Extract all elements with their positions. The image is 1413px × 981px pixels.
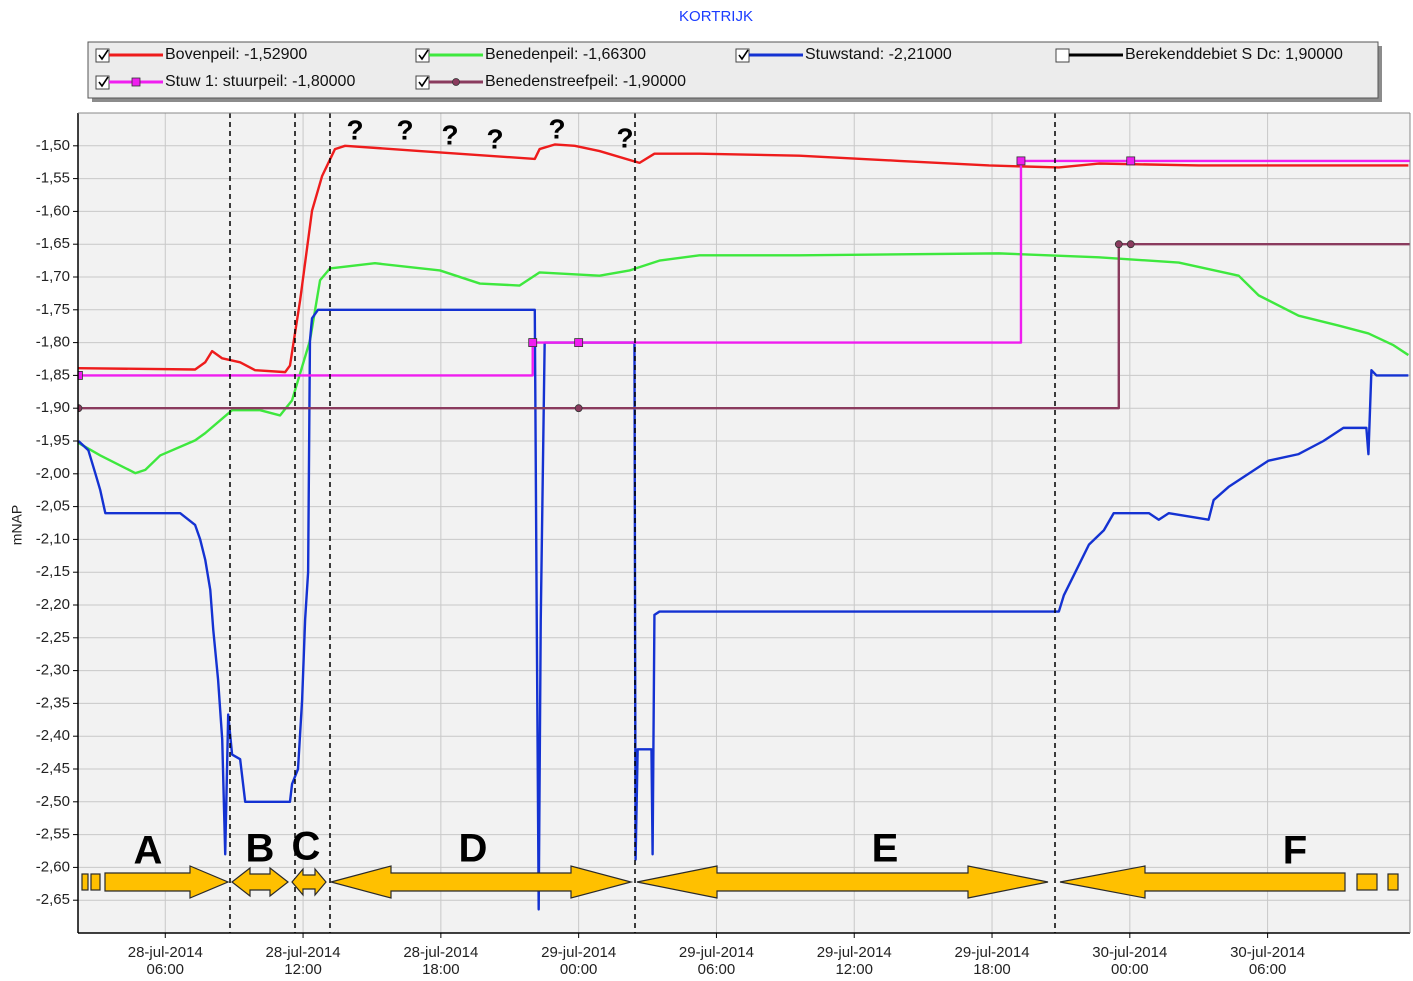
marker xyxy=(528,338,538,348)
y-tick-label: -1,90 xyxy=(36,399,70,416)
phase-label: C xyxy=(292,825,321,869)
x-tick-label: 30-jul-2014 06:00 xyxy=(1230,944,1306,978)
y-tick-label: -1,55 xyxy=(36,170,70,187)
legend-check xyxy=(98,76,109,88)
phase-separators xyxy=(229,113,1056,933)
annotation: ? xyxy=(396,114,413,145)
y-tick-label: -1,70 xyxy=(36,268,70,285)
arrow-block xyxy=(1356,873,1378,891)
y-tick-label: -1,80 xyxy=(36,334,70,351)
annotation: ? xyxy=(548,113,565,144)
y-tick-label: -1,85 xyxy=(36,366,70,383)
series-line xyxy=(78,159,1410,377)
series-line xyxy=(78,243,1410,410)
series-line xyxy=(78,143,1409,374)
phase-arrows xyxy=(81,865,1399,899)
y-tick-label: -2,35 xyxy=(36,694,70,711)
y-tick-label: -2,25 xyxy=(36,629,70,646)
chart-title: KORTRIJK xyxy=(679,8,753,25)
legend-label: Stuwstand: -2,21000 xyxy=(805,46,952,63)
legend: Bovenpeil: -1,52900 Benedenpeil: -1,66300… xyxy=(95,46,1343,90)
marker xyxy=(1126,156,1136,166)
series-line xyxy=(78,252,1410,475)
x-tick-label: 28-jul-2014 12:00 xyxy=(265,944,341,978)
annotation: ? xyxy=(616,122,633,153)
arrow xyxy=(636,865,1049,899)
y-tick-label: -2,10 xyxy=(36,530,70,547)
marker xyxy=(452,78,460,86)
phase-label: D xyxy=(459,827,488,871)
y-tick-label: -2,30 xyxy=(36,662,70,679)
y-tick-label: -2,40 xyxy=(36,727,70,744)
y-tick-label: -2,00 xyxy=(36,465,70,482)
phase-label: A xyxy=(134,829,163,873)
legend-check xyxy=(738,49,749,61)
legend-check xyxy=(98,49,109,61)
legend-label: Berekenddebiet S Dc: 1,90000 xyxy=(1125,46,1343,63)
y-tick-label: -2,50 xyxy=(36,793,70,810)
arrow xyxy=(328,865,634,899)
legend-label: Benedenstreefpeil: -1,90000 xyxy=(485,73,686,90)
x-tick-label: 30-jul-2014 00:00 xyxy=(1092,944,1168,978)
y-tick-label: -2,15 xyxy=(36,563,70,580)
marker xyxy=(131,77,141,87)
x-tick-label: 29-jul-2014 12:00 xyxy=(816,944,892,978)
y-tick-label: -1,75 xyxy=(36,301,70,318)
x-tick-label: 28-jul-2014 06:00 xyxy=(127,944,203,978)
arrow xyxy=(104,865,230,899)
y-tick-label: -2,65 xyxy=(36,891,70,908)
y-tick-label: -2,20 xyxy=(36,596,70,613)
legend-checkbox[interactable] xyxy=(1055,48,1070,63)
y-tick-label: -2,05 xyxy=(36,498,70,515)
y-tick-label: -2,60 xyxy=(36,858,70,875)
y-tick-label: -1,95 xyxy=(36,432,70,449)
marker xyxy=(1114,240,1123,249)
y-tick-label: -1,50 xyxy=(36,137,70,154)
phase-label: F xyxy=(1283,829,1307,873)
legend-check xyxy=(418,76,429,88)
arrow-block xyxy=(90,873,101,891)
marker xyxy=(574,338,584,348)
annotation: ? xyxy=(346,114,363,145)
legend-label: Stuw 1: stuurpeil: -1,80000 xyxy=(165,73,355,90)
y-tick-label: -1,60 xyxy=(36,202,70,219)
legend-box xyxy=(87,41,1379,99)
marker xyxy=(1126,240,1135,249)
arrow xyxy=(291,867,327,897)
y-axis-label: mNAP xyxy=(9,505,25,545)
phase-label: E xyxy=(872,827,899,871)
legend-check xyxy=(418,49,429,61)
plot-area xyxy=(78,113,1410,933)
annotation: ? xyxy=(441,119,458,150)
x-tick-label: 28-jul-2014 18:00 xyxy=(403,944,479,978)
arrow-block xyxy=(1387,873,1399,891)
x-tick-label: 29-jul-2014 18:00 xyxy=(954,944,1030,978)
legend-label: Benedenpeil: -1,66300 xyxy=(485,46,646,63)
grid xyxy=(78,113,1410,933)
arrow xyxy=(1059,865,1346,899)
legend-label: Bovenpeil: -1,52900 xyxy=(165,46,307,63)
marker xyxy=(574,404,583,413)
y-tick-label: -2,45 xyxy=(36,760,70,777)
x-tick-label: 29-jul-2014 06:00 xyxy=(678,944,754,978)
annotation: ? xyxy=(486,123,503,154)
marker xyxy=(1016,156,1026,166)
y-tick-label: -2,55 xyxy=(36,826,70,843)
phase-label: B xyxy=(246,827,275,871)
series-layer xyxy=(78,143,1410,911)
x-tick-label: 29-jul-2014 00:00 xyxy=(541,944,617,978)
series-line xyxy=(78,308,1409,911)
arrow-block xyxy=(81,873,89,891)
y-tick-label: -1,65 xyxy=(36,235,70,252)
arrow xyxy=(231,866,289,898)
